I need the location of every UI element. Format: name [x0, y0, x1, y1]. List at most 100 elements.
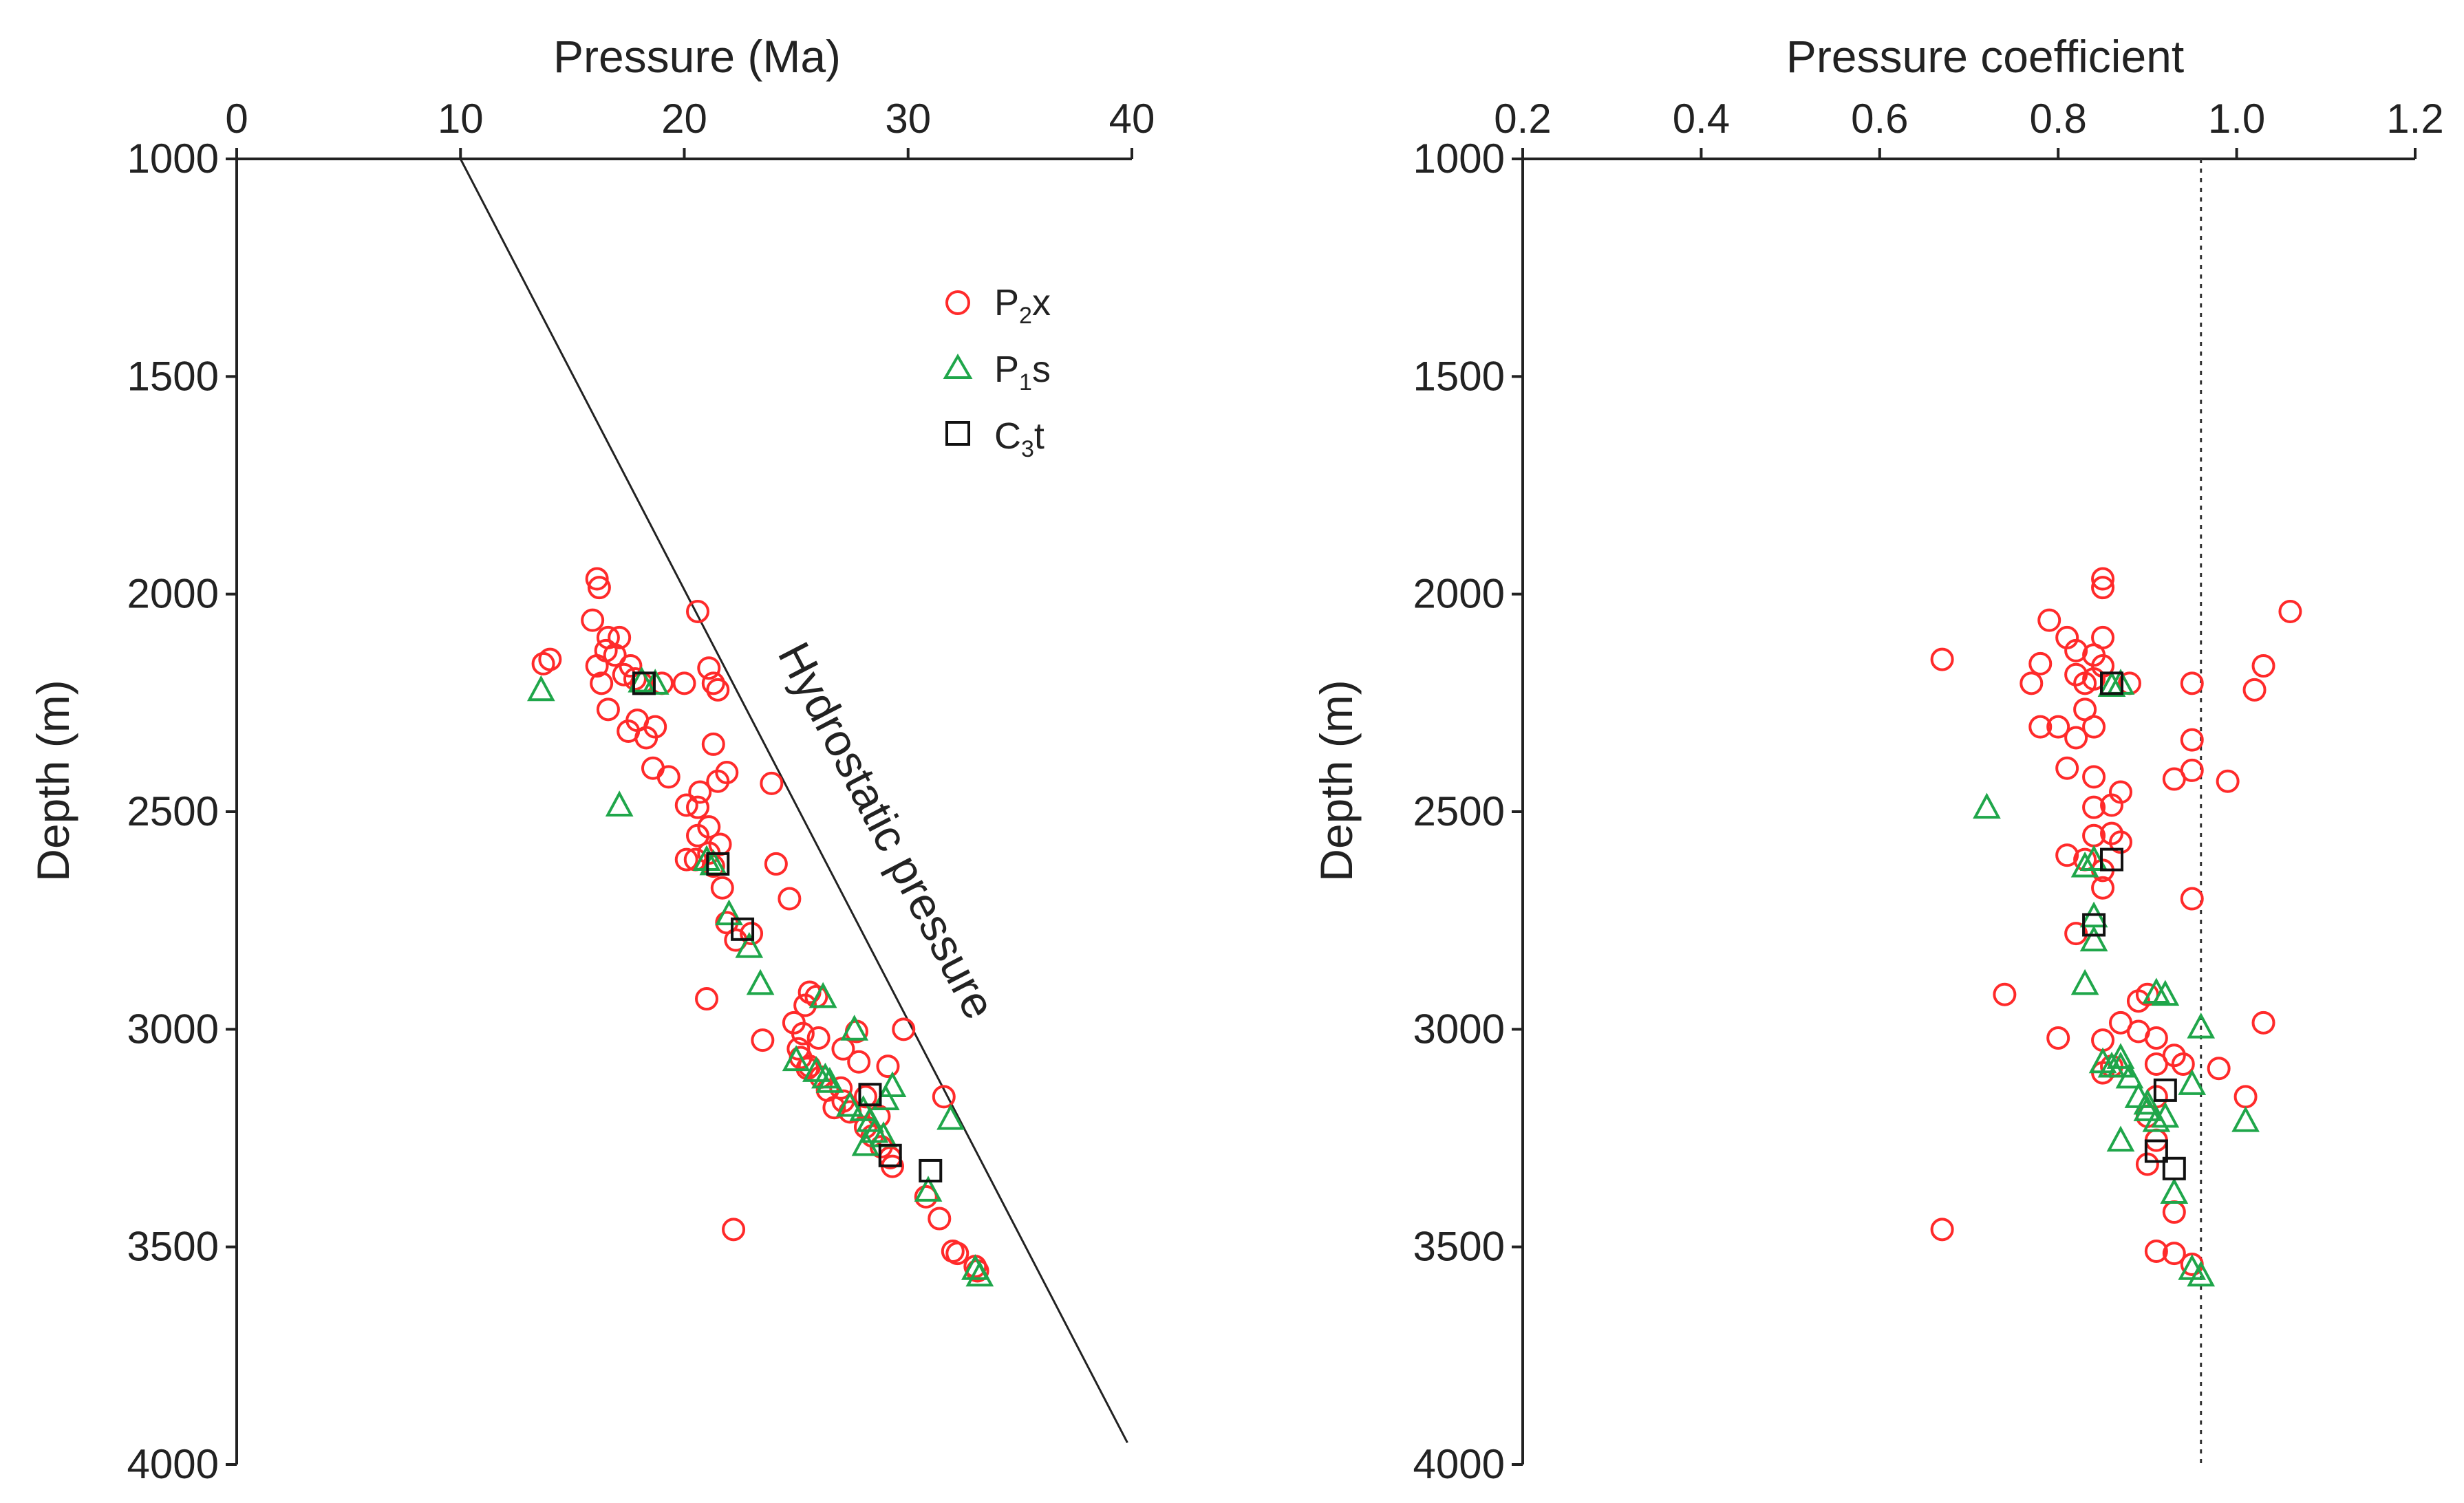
- right-point-p1s: [2151, 980, 2180, 1006]
- right-point-p1s: [2142, 977, 2171, 1004]
- left-point-p2x: [701, 854, 725, 878]
- left-point-p2x: [688, 780, 712, 804]
- right-point-p2x: [2135, 1152, 2159, 1176]
- right-x-tick-label: 0.8: [2029, 96, 2086, 142]
- left-point-p2x: [656, 765, 681, 789]
- right-point-p1s: [2097, 671, 2126, 697]
- left-point-p2x: [760, 771, 784, 795]
- right-y-axis-title: Depth (m): [1311, 680, 1362, 881]
- left-point-p2x: [634, 726, 658, 750]
- left-point-c3t: [878, 1143, 902, 1167]
- right-point-p2x: [2216, 769, 2240, 793]
- left-point-p1s: [936, 1103, 965, 1130]
- left-y-tick-label: 3500: [127, 1224, 219, 1270]
- pressure-coefficient-panel: Pressure coefficient Depth (m) 0.2 0.4 0.6…: [1311, 31, 2444, 1487]
- left-y-tick-label: 3000: [127, 1006, 219, 1052]
- right-x-ticks: 0.2 0.4 0.6 0.8 1.0 1.2: [1494, 96, 2444, 159]
- right-point-p2x: [2091, 576, 2115, 600]
- legend-square-marker: [945, 421, 970, 446]
- left-point-p2x: [674, 847, 698, 872]
- right-point-p1s: [2079, 925, 2108, 952]
- left-point-p2x: [686, 599, 710, 623]
- left-x-tick-label: 20: [661, 96, 707, 142]
- right-point-p1s: [2106, 1043, 2135, 1069]
- right-point-p1s: [2106, 1051, 2135, 1078]
- right-point-c3t: [2100, 671, 2124, 695]
- left-point-p2x: [686, 795, 710, 819]
- right-data-points: [1930, 567, 2302, 1287]
- legend-label-p1s: P1s: [994, 349, 1051, 396]
- left-point-p2x: [641, 756, 665, 780]
- left-point-p2x: [751, 1028, 775, 1052]
- right-point-p2x: [2162, 1200, 2186, 1224]
- right-point-p1s: [2178, 1069, 2207, 1095]
- legend-entry-p1s: P1s: [943, 349, 1051, 396]
- left-x-tick-label: 0: [225, 96, 248, 142]
- left-point-p2x: [672, 671, 696, 695]
- right-point-p2x: [2108, 830, 2132, 854]
- right-y-tick-label: 1000: [1413, 136, 1505, 182]
- left-point-p2x: [585, 654, 609, 678]
- left-point-p2x: [786, 1037, 811, 1061]
- right-point-p2x: [2064, 638, 2088, 662]
- left-point-p2x: [695, 987, 719, 1011]
- left-point-p2x: [928, 1207, 952, 1231]
- left-y-tick-label: 4000: [127, 1441, 219, 1487]
- left-point-p1s: [835, 1090, 864, 1117]
- right-x-tick-label: 1.0: [2208, 96, 2265, 142]
- left-point-p1s: [914, 1176, 943, 1202]
- left-point-p2x: [587, 576, 611, 600]
- left-y-tick-label: 2000: [127, 571, 219, 617]
- left-point-p2x: [674, 793, 698, 817]
- right-point-p2x: [1993, 982, 2017, 1006]
- right-point-p1s: [2187, 1012, 2216, 1039]
- left-point-p2x: [706, 769, 730, 793]
- right-point-p2x: [1930, 1218, 1954, 1242]
- right-point-c3t: [2162, 1156, 2186, 1180]
- right-point-c3t: [2082, 913, 2106, 937]
- legend: P2x P1s C3t: [943, 282, 1051, 462]
- right-point-p1s: [2133, 1088, 2162, 1115]
- left-point-p2x: [697, 656, 721, 680]
- left-point-p1s: [815, 1067, 844, 1093]
- left-point-p2x: [710, 876, 734, 900]
- left-point-p1s: [715, 899, 743, 926]
- right-point-p1s: [2160, 1178, 2189, 1204]
- pressure-depth-panel: Pressure (Ma) Depth (m) 0 10 20 30 40 1000 15…: [28, 31, 1155, 1487]
- right-y-tick-label: 3500: [1413, 1224, 1505, 1270]
- left-point-p1s: [808, 982, 837, 1008]
- right-point-p2x: [2100, 793, 2124, 817]
- left-point-p2x: [876, 1055, 900, 1079]
- right-y-tick-label: 2000: [1413, 571, 1505, 617]
- left-x-tick-label: 10: [438, 96, 484, 142]
- right-point-p2x: [2251, 654, 2275, 678]
- left-y-axis-title: Depth (m): [28, 680, 78, 881]
- right-point-p2x: [2233, 1085, 2258, 1109]
- left-point-p2x: [686, 823, 710, 847]
- legend-entry-c3t: C3t: [945, 415, 1044, 462]
- left-point-p1s: [628, 666, 656, 693]
- right-x-tick-label: 0.6: [1851, 96, 1908, 142]
- left-point-p2x: [945, 1242, 969, 1266]
- right-point-p2x: [2028, 651, 2053, 675]
- right-point-p2x: [2046, 1026, 2070, 1050]
- right-point-p2x: [2180, 728, 2204, 752]
- right-x-tick-label: 0.4: [1673, 96, 1730, 142]
- legend-label-p2x: P2x: [994, 282, 1051, 329]
- legend-circle-marker: [945, 290, 970, 315]
- right-point-p2x: [2082, 715, 2106, 739]
- left-point-p2x: [806, 1026, 831, 1050]
- left-point-p1s: [526, 675, 555, 702]
- left-point-p2x: [914, 1185, 938, 1209]
- left-x-tick-label: 40: [1109, 96, 1155, 142]
- left-point-p2x: [590, 671, 614, 695]
- right-point-p2x: [2091, 876, 2115, 900]
- left-point-p2x: [853, 1085, 877, 1109]
- right-point-p1s: [2070, 851, 2099, 878]
- right-point-p1s: [2187, 1260, 2216, 1287]
- right-point-p1s: [2106, 1125, 2135, 1152]
- right-y-ticks: 1000 1500 2000 2500 3000 3500 4000: [1413, 136, 1523, 1487]
- right-point-c3t: [2144, 1139, 2168, 1163]
